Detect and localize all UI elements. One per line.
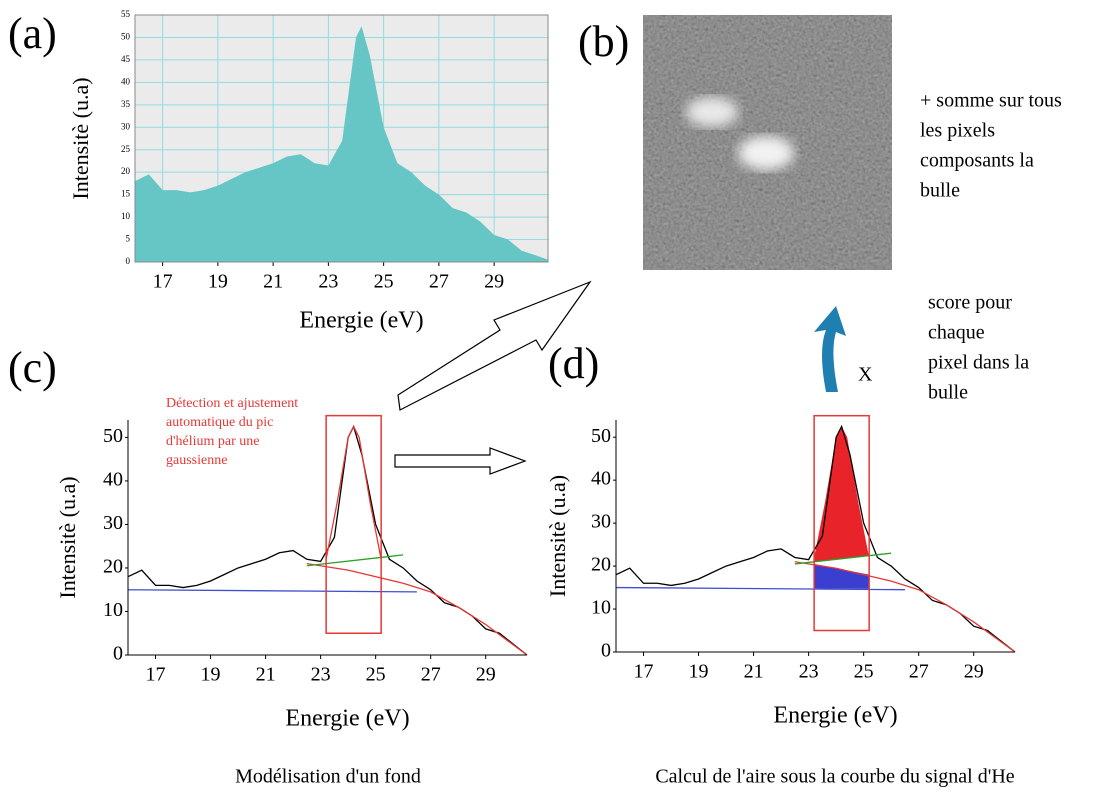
y-axis-label: Intensitè (u.a) [55,476,80,598]
line [127,589,417,593]
line [615,586,905,591]
caption: Calcul de l'aire sous la courbe du signa… [655,766,1014,788]
note: pixel dans la [928,352,1029,374]
y-tick-label: 35 [121,99,131,109]
panel-label: (d) [548,339,599,388]
y-tick-label: 40 [121,76,131,86]
note: composants la [920,150,1034,172]
plot-frame [134,14,549,263]
x-tick-label: 19 [208,271,228,293]
y-tick-label: 50 [121,32,131,42]
panel-label: (a) [8,9,57,58]
x-tick-label: 25 [854,661,874,683]
x-tick-label: 19 [689,661,709,683]
bubble [686,97,738,127]
y-tick-label: 30 [103,512,123,534]
y-tick-label: 10 [103,599,123,621]
arrow [397,280,592,411]
note: bulle [928,382,968,404]
x-axis-label: Energie (eV) [773,703,897,729]
note: + somme sur tous [920,90,1062,112]
line [794,552,892,565]
x-tick-label: 19 [201,664,221,686]
x-tick-label: 23 [799,661,819,683]
annotation: Détection et ajustement [166,396,298,411]
x-tick-label: 25 [374,271,394,293]
y-tick-label: 20 [121,166,131,176]
caption: Modélisation d'un fond [235,766,421,788]
x-axis-label: Energie (eV) [299,308,423,334]
line [615,424,1016,653]
arrow [814,306,846,392]
x-tick-label: 23 [318,271,338,293]
band [814,426,870,562]
note: les pixels [920,120,995,142]
x-tick-label: 27 [421,664,441,686]
x-tick-label: 27 [429,271,449,293]
arrow [394,447,527,475]
y-tick-label: 30 [121,121,131,131]
bubble-image [643,15,892,270]
y-tick-label: 55 [121,9,131,19]
y-tick-label: 45 [121,54,131,64]
band [814,563,870,589]
x-tick-label: 23 [311,664,331,686]
line [306,554,404,567]
x-tick-label: 29 [964,661,984,683]
line [306,562,528,656]
y-tick-label: 50 [591,425,611,447]
y-axis-label: Intensitè (u.a) [545,475,570,597]
x-tick-label: 21 [263,271,283,293]
note: score pour [928,292,1012,314]
x-tick-label: 27 [909,661,929,683]
y-tick-label: 0 [126,256,131,266]
x-tick-label: 21 [744,661,764,683]
y-tick-label: 40 [103,469,123,491]
x-tick-label: 21 [256,664,276,686]
y-tick-label: 0 [113,643,123,665]
x-tick-label: 17 [153,271,173,293]
note: chaque [928,322,985,344]
bubble [738,136,794,170]
y-tick-label: 20 [103,556,123,578]
y-tick-label: 40 [591,468,611,490]
y-tick-label: 30 [591,511,611,533]
y-tick-label: 10 [591,597,611,619]
selection-box [813,414,870,632]
x-tick-label: 29 [476,664,496,686]
line [325,425,382,560]
x-axis-label: Energie (eV) [285,706,409,732]
area [135,26,548,263]
y-tick-label: 10 [121,211,131,221]
note: bulle [920,180,960,202]
y-tick-label: 50 [103,425,123,447]
x-tick-label: 17 [146,664,166,686]
panel-label: (b) [578,17,629,66]
y-tick-label: 25 [121,144,131,154]
x-tick-label: 29 [484,271,504,293]
y-axis-label: Intensitè (u.a) [68,77,93,199]
annotation: automatique du pic [166,415,273,430]
x-tick-label: 25 [366,664,386,686]
x-tick-label: 17 [634,661,654,683]
y-tick-label: 5 [126,234,131,244]
annotation: gaussienne [166,453,227,468]
annotation: d'hélium par une [166,434,260,449]
selection-box [325,414,382,634]
panel-label: (c) [8,343,57,392]
y-tick-label: 20 [591,554,611,576]
line [794,561,1016,653]
y-tick-label: 0 [601,640,611,662]
y-tick-label: 15 [121,189,131,199]
times-sign: X [858,364,873,386]
